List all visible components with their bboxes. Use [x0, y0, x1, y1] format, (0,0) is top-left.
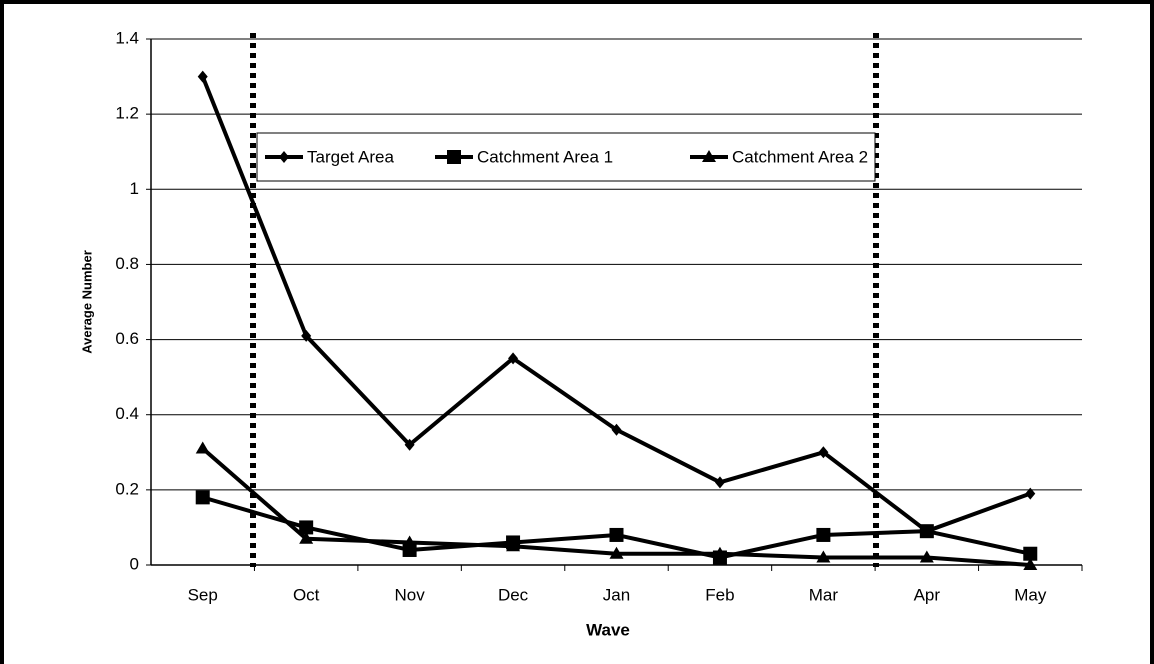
data-point: [506, 539, 521, 552]
x-tick-label: Apr: [914, 585, 941, 604]
data-point: [919, 550, 934, 563]
data-point: [301, 329, 312, 342]
data-point: [195, 490, 210, 505]
legend-marker: [447, 150, 461, 164]
x-tick-label: May: [1014, 585, 1047, 604]
y-axis-title: Average Number: [79, 250, 94, 354]
data-point: [611, 423, 622, 436]
legend: [256, 132, 876, 182]
legend-label: Catchment Area 1: [477, 147, 613, 166]
y-tick-label: 1: [130, 179, 139, 198]
legend-label: Catchment Area 2: [732, 147, 868, 166]
data-point: [508, 352, 519, 365]
y-tick-label: 0.6: [115, 329, 139, 348]
x-tick-label: Sep: [188, 585, 218, 604]
data-point: [1023, 546, 1038, 561]
data-point: [299, 531, 314, 544]
data-point: [714, 476, 725, 489]
x-tick-label: Oct: [293, 585, 320, 604]
data-point: [299, 520, 314, 535]
data-point: [818, 446, 829, 459]
data-point: [1025, 487, 1036, 500]
x-tick-label: Jan: [603, 585, 630, 604]
y-tick-label: 0.8: [115, 254, 139, 273]
legend-label: Target Area: [307, 147, 394, 166]
data-point: [404, 438, 415, 451]
x-tick-label: Nov: [394, 585, 425, 604]
y-tick-label: 0.4: [115, 404, 139, 423]
legend-marker: [279, 151, 289, 163]
data-point: [609, 546, 624, 559]
y-tick-label: 0: [130, 554, 139, 573]
data-point: [197, 70, 208, 83]
data-point: [712, 546, 727, 559]
data-point: [919, 524, 934, 539]
x-tick-label: Feb: [705, 585, 734, 604]
legend-marker: [702, 150, 716, 162]
x-tick-label: Mar: [809, 585, 839, 604]
data-point: [402, 535, 417, 548]
data-point: [816, 550, 831, 563]
x-tick-label: Dec: [498, 585, 529, 604]
data-point: [609, 527, 624, 542]
y-tick-label: 0.2: [115, 479, 139, 498]
data-point: [816, 527, 831, 542]
y-tick-label: 1.4: [115, 28, 139, 47]
data-point: [1023, 558, 1038, 570]
data-point: [195, 441, 210, 454]
x-axis-title: Wave: [586, 620, 630, 639]
y-tick-label: 1.2: [115, 104, 139, 123]
